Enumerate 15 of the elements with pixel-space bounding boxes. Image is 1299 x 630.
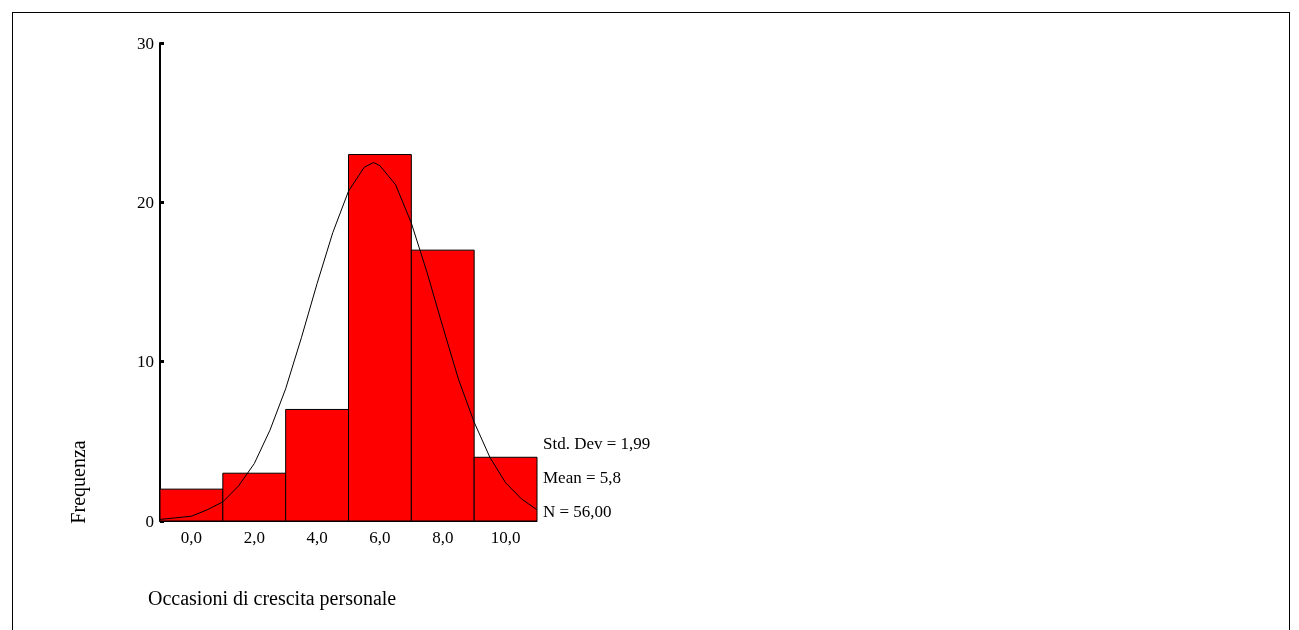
y-tick-label: 10 (137, 352, 154, 372)
text: Std. Dev = 1,99 (543, 434, 651, 453)
text: N = 56,00 (543, 502, 612, 521)
y-tick-label: 30 (137, 33, 154, 53)
x-tick-label: 0,0 (180, 528, 203, 547)
text: Mean = 5,8 (543, 468, 622, 487)
x-tick-label: 4,0 (306, 528, 328, 547)
y-tick-label: 0 (145, 511, 154, 531)
y-axis-title: Frequenza (67, 440, 90, 524)
x-tick-label: 10,0 (490, 528, 521, 547)
y-tick-label: 20 (137, 192, 154, 212)
x-tick-label: 2,0 (243, 528, 265, 547)
x-axis-title: Occasioni di crescita personale (148, 587, 397, 610)
x-tick-label: 8,0 (432, 528, 454, 547)
x-tick-label: 6,0 (369, 528, 391, 547)
